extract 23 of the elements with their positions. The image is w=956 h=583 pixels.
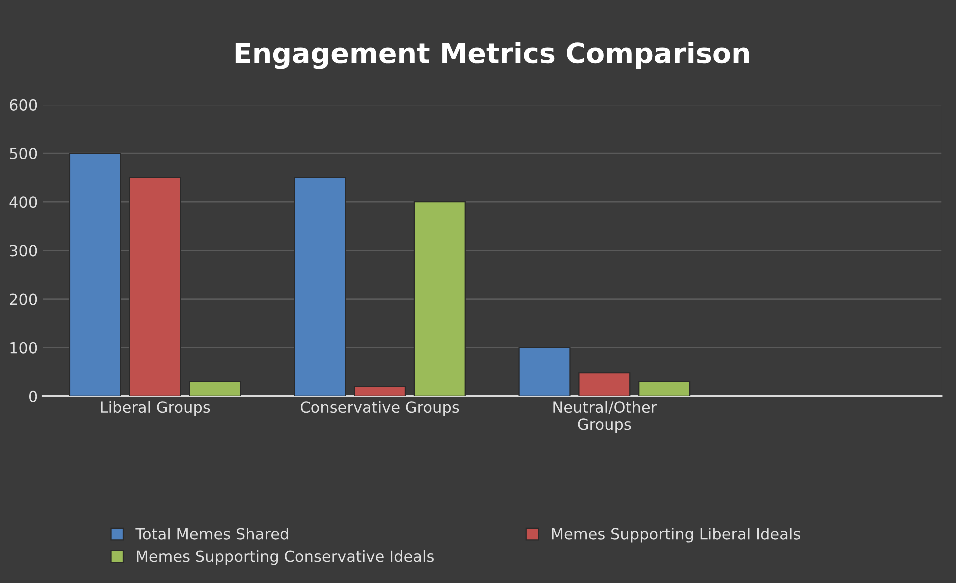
bar [189, 381, 242, 396]
bar [69, 152, 122, 396]
bar [294, 177, 346, 396]
bar [578, 372, 631, 396]
bar [638, 381, 691, 396]
legend-label: Total Memes Shared [136, 528, 288, 540]
x-tick-label: Conservative Groups [301, 401, 460, 416]
bar [518, 347, 571, 396]
y-tick-label: 500 [10, 148, 38, 160]
y-tick-label: 300 [10, 245, 38, 257]
y-tick-label: 100 [10, 342, 38, 354]
legend-label: Memes Supporting Liberal Ideals [552, 528, 800, 543]
y-tick-label: 600 [10, 99, 38, 111]
legend-label: Memes Supporting Conservative Ideals [137, 550, 434, 566]
chart-title: Engagement Metrics Comparison [236, 42, 750, 70]
y-tick-label: 200 [10, 294, 38, 306]
y-tick-label: 0 [29, 390, 38, 402]
x-tick-label: Neutral/Other Groups [554, 401, 658, 434]
bar [354, 386, 406, 396]
x-tick-label: Liberal Groups [101, 401, 210, 416]
y-tick-label: 400 [10, 196, 38, 208]
bar [129, 177, 182, 396]
bar [414, 202, 466, 396]
